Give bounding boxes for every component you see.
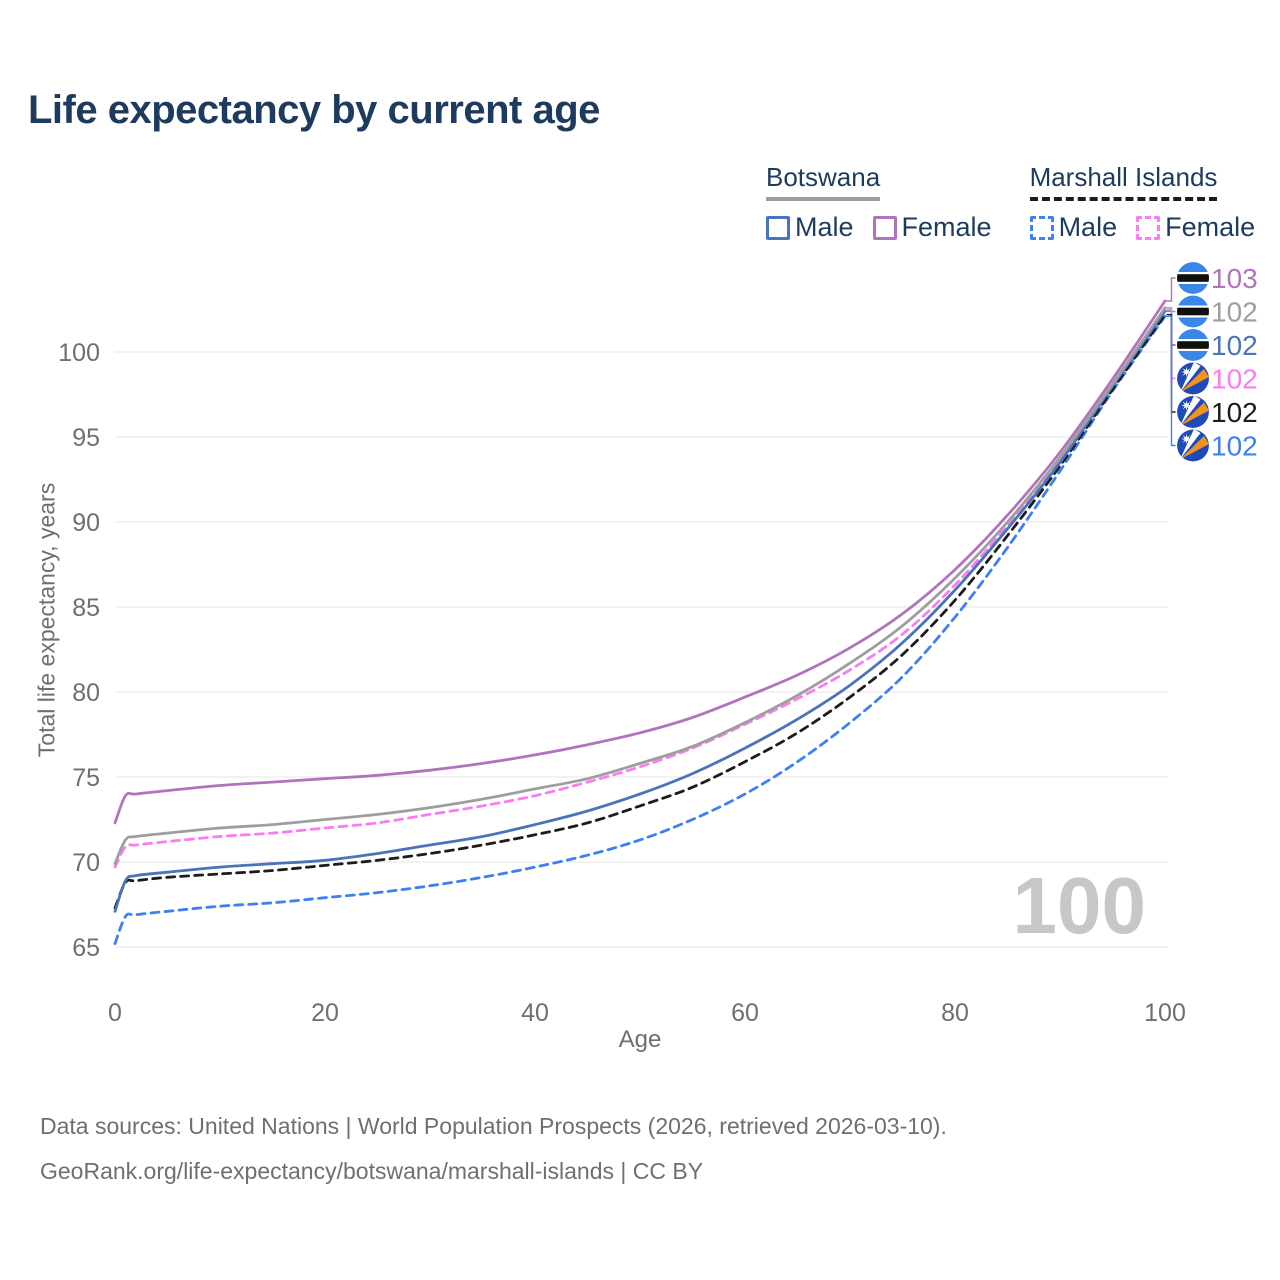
end-label-connector — [1166, 315, 1176, 447]
legend-marshall-female-checkbox[interactable] — [1136, 215, 1161, 240]
legend-row-botswana: Male Female — [766, 212, 992, 243]
y-tick-label: 90 — [72, 509, 100, 537]
legend-header-botswana[interactable]: Botswana — [766, 162, 881, 201]
legend-marshall-female-label[interactable]: Female — [1165, 212, 1256, 242]
flag-marshall-islands-icon — [1177, 429, 1209, 462]
series-line-botswana-all[interactable] — [113, 306, 1167, 866]
legend-row-marshall-islands: Male Female — [1029, 212, 1256, 243]
flag-marshall-islands-icon — [1177, 396, 1209, 428]
end-value-label: 102 — [1211, 364, 1258, 395]
page-title: Life expectancy by current age — [28, 88, 600, 132]
x-tick-label: 20 — [311, 999, 339, 1027]
flag-marshall-islands-icon — [1177, 362, 1209, 395]
x-tick-label: 0 — [108, 999, 122, 1027]
end-value-label: 102 — [1211, 431, 1258, 462]
x-axis-title: Age — [618, 1026, 662, 1053]
y-tick-label: 75 — [72, 764, 100, 792]
y-axis-title: Total life expectancy, years — [33, 482, 60, 758]
y-tick-label: 100 — [58, 339, 100, 367]
x-tick-label: 40 — [521, 999, 549, 1027]
legend-group-marshall-islands: Marshall Islands Male Female — [1029, 162, 1256, 243]
series-line-botswana-female[interactable] — [113, 299, 1167, 825]
footer-data-sources: Data sources: United Nations | World Pop… — [40, 1113, 947, 1139]
end-value-label: 102 — [1211, 330, 1258, 361]
current-age-watermark: 100 — [1012, 861, 1146, 950]
series-line-marshall-islands-all[interactable] — [113, 313, 1167, 910]
legend-botswana-female-label[interactable]: Female — [901, 212, 992, 242]
legend-botswana-male-label[interactable]: Male — [795, 212, 854, 242]
footer: Data sources: United Nations | World Pop… — [40, 1104, 947, 1194]
legend-botswana-female-checkbox[interactable] — [872, 215, 897, 240]
y-tick-label: 70 — [72, 849, 100, 877]
y-tick-label: 95 — [72, 424, 100, 452]
end-value-label: 103 — [1211, 263, 1258, 294]
x-tick-label: 80 — [941, 999, 969, 1027]
y-tick-label: 65 — [72, 934, 100, 962]
series-line-marshall-islands-female[interactable] — [113, 308, 1167, 869]
legend-group-botswana: Botswana Male Female — [766, 162, 992, 243]
flag-botswana-icon — [1177, 262, 1209, 294]
end-value-label: 102 — [1211, 397, 1258, 428]
legend-marshall-male-checkbox[interactable] — [1029, 215, 1054, 240]
x-tick-label: 100 — [1144, 999, 1186, 1027]
y-tick-label: 85 — [72, 594, 100, 622]
footer-attribution: GeoRank.org/life-expectancy/botswana/mar… — [40, 1158, 704, 1184]
x-tick-label: 60 — [731, 999, 759, 1027]
end-value-label: 102 — [1211, 297, 1258, 328]
series-line-marshall-islands-male[interactable] — [113, 314, 1167, 945]
legend-botswana-male-checkbox[interactable] — [766, 215, 790, 240]
legend-marshall-male-label[interactable]: Male — [1058, 212, 1118, 242]
series-line-botswana-male[interactable] — [113, 309, 1167, 913]
legend: Botswana Male Female Marshall Islands Ma… — [766, 162, 1255, 243]
legend-header-marshall-islands[interactable]: Marshall Islands — [1029, 162, 1218, 201]
end-label-connector — [1166, 277, 1176, 302]
y-tick-label: 80 — [72, 679, 100, 707]
flag-botswana-icon — [1177, 295, 1209, 328]
flag-botswana-icon — [1177, 329, 1209, 361]
